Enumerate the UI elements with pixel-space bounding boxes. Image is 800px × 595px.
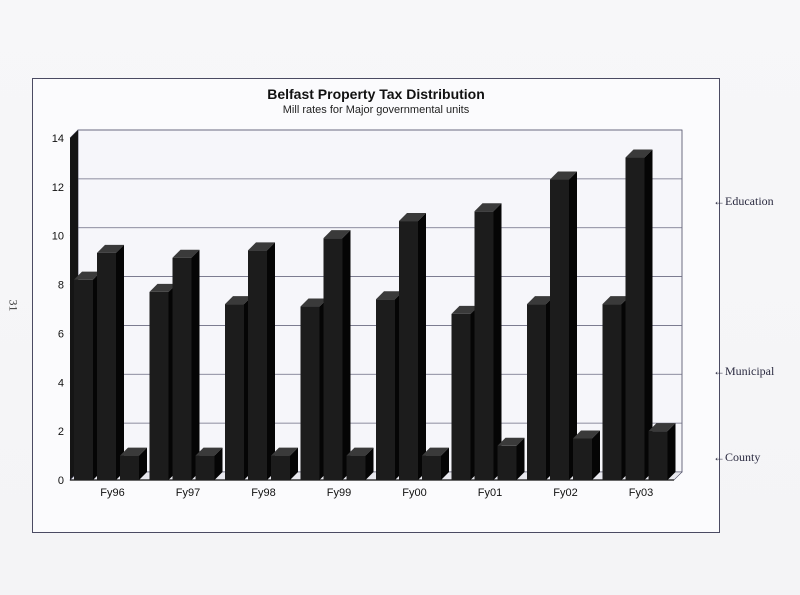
- bar-top: [422, 447, 449, 456]
- y-tick-label: 12: [52, 182, 64, 194]
- bar-top: [346, 447, 374, 456]
- bar-side: [592, 430, 600, 480]
- x-tick-label: Fy96: [100, 487, 124, 499]
- bar-top: [172, 249, 200, 258]
- bar-top: [120, 447, 147, 456]
- bar: [120, 455, 139, 480]
- x-tick-label: Fy03: [629, 487, 653, 499]
- y-tick-label: 14: [52, 133, 64, 145]
- x-tick-label: Fy01: [478, 487, 502, 499]
- bar-top: [300, 298, 328, 307]
- chart-title: Belfast Property Tax Distribution: [267, 86, 485, 102]
- bar-top: [195, 447, 223, 456]
- bar-top: [602, 296, 630, 305]
- y-tick-label: 4: [58, 377, 64, 389]
- bar: [172, 257, 192, 480]
- bar: [497, 445, 517, 480]
- bar: [323, 238, 343, 480]
- bar: [527, 304, 546, 480]
- bar-top: [248, 242, 275, 251]
- bar-side: [116, 244, 124, 480]
- bar: [271, 455, 290, 480]
- legend-label-county: ←County: [713, 450, 761, 464]
- bar: [300, 306, 320, 480]
- bar: [550, 179, 569, 480]
- bar-top: [648, 423, 676, 432]
- x-tick-label: Fy97: [176, 487, 200, 499]
- y-tick-label: 2: [58, 426, 64, 438]
- legend-label-municipal: ←Municipal: [713, 364, 775, 378]
- bar: [422, 455, 441, 480]
- bar: [474, 211, 494, 481]
- bar: [573, 438, 592, 480]
- bar: [399, 221, 418, 481]
- bar: [149, 291, 169, 480]
- bar-top: [97, 244, 124, 253]
- bar-top: [550, 171, 577, 180]
- x-tick-label: Fy02: [553, 487, 577, 499]
- bar-top: [573, 430, 600, 439]
- chart-subtitle: Mill rates for Major governmental units: [282, 104, 470, 116]
- y-tick-label: 6: [58, 328, 64, 340]
- bar: [625, 157, 645, 481]
- y-tick-label: 10: [52, 231, 64, 243]
- bar-side: [441, 447, 449, 480]
- x-tick-label: Fy98: [251, 487, 275, 499]
- bar-top: [323, 230, 351, 239]
- x-tick-label: Fy00: [402, 487, 426, 499]
- legend-label-education: ←Education: [713, 194, 774, 208]
- bar: [195, 455, 215, 480]
- bar-side: [342, 230, 351, 480]
- bar-side: [569, 171, 577, 480]
- bar-side: [267, 242, 275, 480]
- bar-top: [451, 305, 479, 314]
- bar: [602, 304, 622, 480]
- bar-side: [644, 149, 653, 481]
- bar: [225, 304, 244, 480]
- page-number: 31: [6, 299, 21, 312]
- y-tick-label: 8: [58, 280, 64, 292]
- bar-side: [493, 203, 502, 481]
- bar-top: [399, 213, 426, 222]
- bar-top: [271, 447, 298, 456]
- bar: [346, 455, 366, 480]
- bar: [74, 279, 93, 480]
- bar: [97, 252, 116, 480]
- bar-side: [290, 447, 298, 480]
- bar-top: [625, 149, 653, 158]
- bar-top: [527, 296, 554, 305]
- bar-side: [191, 249, 200, 480]
- bar-side: [139, 447, 147, 480]
- y-tick-label: 0: [58, 475, 64, 487]
- bar-top: [225, 296, 252, 305]
- bar: [248, 250, 267, 480]
- bar: [648, 431, 668, 480]
- bar-top: [474, 203, 502, 212]
- bar: [376, 299, 395, 480]
- bar-top: [74, 271, 101, 280]
- bar-top: [376, 291, 403, 300]
- bar-side: [516, 437, 525, 480]
- bar-side: [365, 447, 374, 480]
- bar-side: [667, 423, 676, 480]
- bar-side: [418, 213, 426, 481]
- x-tick-label: Fy99: [327, 487, 351, 499]
- bar-top: [149, 283, 177, 292]
- bar-side: [214, 447, 223, 480]
- bar: [451, 313, 471, 480]
- bar-top: [497, 437, 525, 446]
